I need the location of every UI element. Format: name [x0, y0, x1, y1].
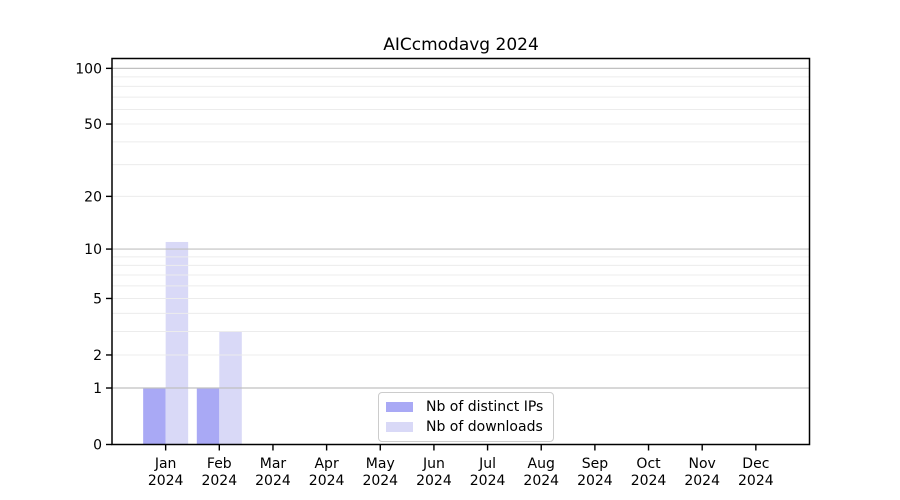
y-tick-label-5: 5	[93, 291, 102, 307]
x-tick-label-month-oct: Oct	[636, 456, 661, 472]
x-tick-label-month-may: May	[366, 456, 395, 472]
y-tick-label-20: 20	[84, 189, 102, 205]
x-tick-label-year-nov: 2024	[684, 473, 720, 489]
x-tick-label-year-aug: 2024	[523, 473, 559, 489]
x-tick-label-month-nov: Nov	[689, 456, 716, 472]
x-tick-label-year-jul: 2024	[470, 473, 506, 489]
x-tick-label-year-dec: 2024	[738, 473, 774, 489]
x-tick-label-month-apr: Apr	[314, 456, 338, 472]
x-tick-label-month-aug: Aug	[528, 456, 555, 472]
x-tick-label-month-mar: Mar	[260, 456, 287, 472]
x-tick-label-year-oct: 2024	[631, 473, 667, 489]
y-tick-label-1: 1	[93, 381, 102, 397]
legend-swatch-icon	[386, 422, 413, 432]
plot-frame	[111, 57, 811, 446]
x-tick-label-month-feb: Feb	[207, 456, 232, 472]
x-tick-label-year-feb: 2024	[201, 473, 237, 489]
y-tick-label-0: 0	[93, 438, 102, 454]
y-tick-label-10: 10	[84, 242, 102, 258]
x-tick-label-month-jun: Jun	[422, 456, 445, 472]
legend-item-distinct-ips: Nb of distinct IPs	[386, 397, 543, 417]
x-tick-label-year-apr: 2024	[309, 473, 345, 489]
y-tick-label-50: 50	[84, 117, 102, 133]
x-tick-label-month-jan: Jan	[154, 456, 177, 472]
x-tick-label-year-jun: 2024	[416, 473, 452, 489]
y-tick-label-100: 100	[75, 61, 102, 77]
y-tick-label-2: 2	[93, 348, 102, 364]
x-tick-label-month-jul: Jul	[478, 456, 496, 472]
legend-swatch-icon	[386, 402, 413, 412]
x-tick-label-year-sep: 2024	[577, 473, 613, 489]
x-tick-label-year-may: 2024	[362, 473, 398, 489]
legend: Nb of distinct IPs Nb of downloads	[378, 392, 555, 442]
chart-title: AICcmodavg 2024	[383, 35, 539, 55]
bar-jan-downloads	[165, 241, 189, 445]
legend-label: Nb of distinct IPs	[426, 399, 544, 415]
legend-item-downloads: Nb of downloads	[386, 417, 543, 437]
x-tick-label-month-dec: Dec	[742, 456, 769, 472]
bar-feb-distinct-ips	[196, 388, 220, 445]
legend-label: Nb of downloads	[426, 419, 543, 435]
x-tick-label-month-sep: Sep	[582, 456, 609, 472]
x-tick-label-year-jan: 2024	[148, 473, 184, 489]
bar-jan-distinct-ips	[143, 388, 166, 445]
x-tick-label-year-mar: 2024	[255, 473, 291, 489]
